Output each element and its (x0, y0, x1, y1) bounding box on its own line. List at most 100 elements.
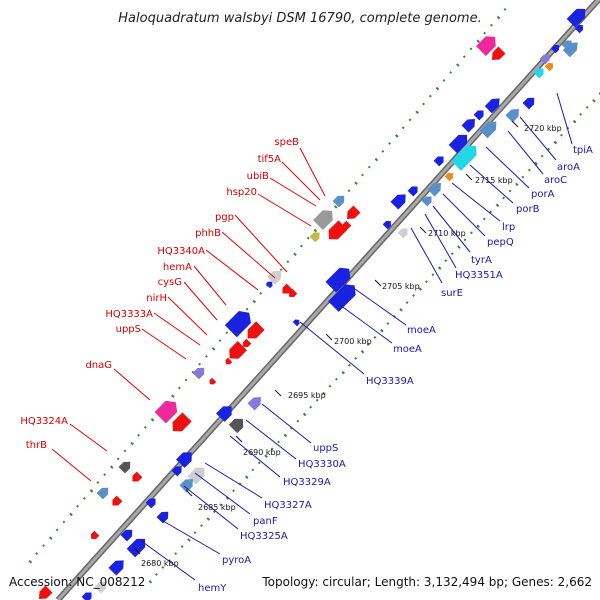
svg-text:nirH: nirH (146, 293, 167, 304)
label-cysG: cysG (158, 277, 218, 321)
gc-dot-forward (315, 398, 319, 402)
svg-text:moeA: moeA (407, 325, 436, 336)
label-tpiA: tpiA (556, 92, 593, 156)
label-HQ3329A: HQ3329A (229, 435, 331, 488)
label-HQ3333A: HQ3333A (105, 309, 201, 346)
gene-feature (247, 321, 265, 339)
gene-feature (179, 479, 193, 493)
gene-feature (566, 8, 586, 28)
gc-dot-reverse (333, 205, 338, 209)
gene-feature (407, 186, 418, 197)
label-porB: porB (469, 164, 540, 215)
gene-feature (574, 24, 584, 34)
svg-text:lrp: lrp (502, 222, 515, 233)
gene-feature (433, 156, 444, 167)
gc-dot-forward (457, 245, 461, 249)
svg-text:panF: panF (253, 516, 278, 527)
gc-dot-reverse (150, 418, 155, 422)
gc-dot-forward (431, 273, 435, 277)
tick-label-2720: 2720 kbp (524, 124, 562, 133)
tick-2700: 2700 kbp (325, 333, 372, 346)
gc-dot-reverse (279, 268, 283, 272)
gc-dot-forward (341, 370, 345, 375)
svg-text:aroC: aroC (544, 175, 567, 186)
label-HQ3324A: HQ3324A (20, 416, 108, 452)
tick-label-2705: 2705 kbp (382, 282, 420, 291)
label-lrp: lrp (451, 182, 515, 233)
gc-dot-reverse (48, 536, 53, 540)
gene-feature (342, 220, 352, 230)
gc-dot-forward (277, 440, 280, 444)
gene-feature (479, 121, 497, 139)
gc-dot-reverse (374, 157, 379, 162)
gc-dot-forward (347, 363, 351, 367)
genome-summary-text: Topology: circular; Length: 3,132,494 bp… (261, 575, 592, 589)
gc-dot-forward (174, 552, 178, 555)
gene-feature (225, 357, 233, 365)
label-HQ3339A: HQ3339A (299, 321, 414, 387)
gene-feature (145, 498, 156, 509)
label-uppS-fwd: uppS (261, 403, 338, 454)
tick-label-2710: 2710 kbp (428, 229, 466, 238)
gene-feature (382, 220, 392, 230)
gene-feature (118, 461, 131, 474)
label-moeA-1: moeA (354, 288, 436, 336)
gene-feature (228, 418, 244, 434)
gene-feature (132, 471, 143, 482)
gene-feature (209, 377, 217, 385)
svg-text:HQ3351A: HQ3351A (455, 270, 503, 281)
svg-text:dnaG: dnaG (85, 360, 112, 371)
gc-dot-reverse (496, 15, 501, 20)
gc-dot-reverse (76, 504, 79, 508)
svg-text:HQ3330A: HQ3330A (298, 459, 346, 470)
gc-dot-reverse (143, 425, 147, 429)
gene-feature (90, 530, 100, 540)
gc-dot-reverse (110, 465, 114, 469)
label-pgp: pgp (215, 212, 288, 273)
gc-dot-forward (193, 531, 197, 535)
gc-dot-reverse (395, 134, 399, 138)
tick-2695: 2695 kbp (274, 389, 326, 400)
tick-label-2700: 2700 kbp (334, 337, 372, 346)
gc-dot-forward (444, 259, 448, 263)
gc-dot-forward (463, 238, 467, 242)
gene-feature (112, 495, 123, 506)
gene-feature (461, 119, 475, 133)
label-HQ3327A: HQ3327A (204, 462, 312, 511)
gc-dot-forward (251, 468, 255, 472)
svg-text:HQ3325A: HQ3325A (240, 531, 288, 542)
label-pepQ: pepQ (442, 193, 514, 248)
label-dnaG: dnaG (85, 360, 151, 401)
gc-dot-reverse (123, 449, 127, 453)
gc-dot-reverse (293, 252, 297, 256)
gene-feature (448, 134, 468, 154)
gene-feature (328, 284, 356, 312)
gc-dot-forward (180, 545, 184, 548)
gene-feature (533, 68, 544, 79)
gc-dot-forward (502, 196, 505, 200)
gene-features (39, 8, 586, 600)
gc-dot-reverse (69, 512, 73, 517)
svg-text:tyrA: tyrA (471, 255, 492, 266)
gc-dot-forward (155, 573, 158, 576)
svg-text:HQ3324A: HQ3324A (20, 416, 68, 427)
gc-dot-reverse (388, 142, 392, 145)
gene-feature (120, 529, 133, 542)
gc-dot-reverse (503, 8, 507, 11)
gc-dot-reverse (205, 354, 208, 358)
gc-dot-forward (360, 349, 365, 354)
gc-dot-reverse (462, 55, 466, 59)
gene-feature (484, 98, 500, 114)
gc-dot-reverse (469, 47, 473, 51)
gc-dot-reverse (211, 347, 216, 351)
gc-dot-reverse (89, 489, 94, 493)
gc-dot-reverse (62, 520, 66, 524)
label-ubiB: ubiB (247, 171, 317, 207)
gc-dot-forward (534, 161, 538, 166)
svg-text:speB: speB (274, 137, 299, 148)
tick-2680: 2680 kbp (133, 547, 179, 568)
gc-dot-forward (335, 377, 338, 381)
tick-2715: 2715 kbp (465, 173, 513, 185)
gc-dot-reverse (449, 71, 453, 74)
